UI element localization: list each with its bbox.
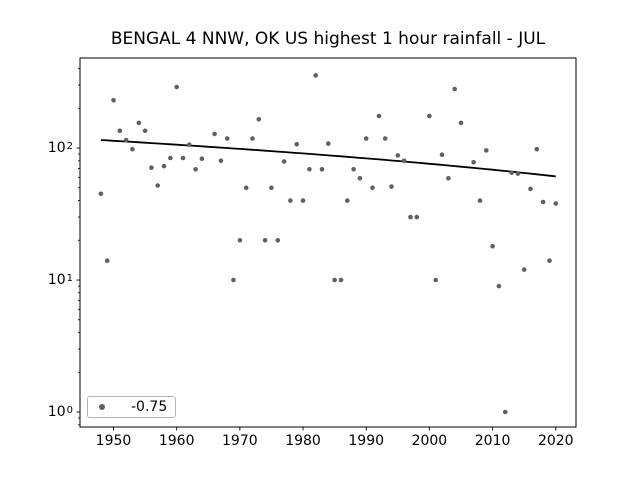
scatter-point <box>345 198 350 203</box>
scatter-point <box>117 128 123 134</box>
x-tick-label: 2000 <box>411 433 448 449</box>
scatter-point <box>104 258 110 264</box>
scatter-point <box>275 238 281 243</box>
scatter-point <box>300 198 306 203</box>
scatter-point <box>357 176 363 181</box>
scatter-point <box>452 86 458 92</box>
x-tick-label: 2020 <box>537 433 574 449</box>
chart-title: BENGAL 4 NNW, OK US highest 1 hour rainf… <box>110 29 546 49</box>
legend: -0.75 <box>87 396 176 418</box>
scatter-point <box>509 170 514 175</box>
x-tick-label: 2010 <box>474 433 511 449</box>
scatter-point <box>484 148 489 153</box>
scatter-point <box>212 131 217 137</box>
scatter-point <box>288 198 293 203</box>
scatter-point <box>243 185 249 191</box>
scatter-point <box>490 244 495 249</box>
scatter-point <box>149 165 154 170</box>
scatter-point <box>458 120 464 126</box>
y-tick-label: 10 2 <box>47 140 73 157</box>
scatter-point <box>294 141 300 147</box>
scatter-point <box>142 128 148 134</box>
scatter-point <box>471 160 476 165</box>
scatter-point <box>326 141 331 146</box>
scatter-point <box>382 136 388 141</box>
scatter-point <box>553 201 559 206</box>
scatter-point <box>237 238 243 243</box>
scatter-point <box>363 136 369 141</box>
scatter-point <box>155 183 160 188</box>
y-tick-label: 10 0 <box>47 404 73 421</box>
scatter-point <box>180 155 186 161</box>
scatter-point <box>496 283 502 289</box>
x-tick-label: 1960 <box>158 433 195 449</box>
trend-line <box>100 139 556 178</box>
scatter-point <box>351 167 356 172</box>
x-tick-label: 1950 <box>95 433 132 449</box>
scatter-point <box>269 185 274 191</box>
y-tick-label: 10 1 <box>47 272 73 289</box>
scatter-point <box>123 137 129 143</box>
scatter-point <box>376 113 382 119</box>
x-tick-label: 1990 <box>348 433 385 449</box>
scatter-point <box>515 171 521 176</box>
scatter-point <box>414 214 420 220</box>
scatter-point <box>389 184 394 189</box>
scatter-point <box>193 167 198 172</box>
x-tick-label: 1980 <box>285 433 321 449</box>
scatter-point <box>534 146 540 152</box>
scatter-point <box>174 84 179 90</box>
scatter-point <box>332 277 337 283</box>
scatter-point <box>307 167 312 172</box>
legend-label: -0.75 <box>131 399 168 415</box>
scatter-point <box>218 158 224 164</box>
scatter-point <box>224 136 230 141</box>
scatter-point <box>168 155 173 161</box>
scatter-point <box>231 277 236 283</box>
scatter-point <box>439 152 445 157</box>
scatter-point <box>256 117 262 122</box>
scatter-point <box>521 267 527 272</box>
scatter-point <box>319 167 325 172</box>
scatter-point <box>477 198 483 203</box>
scatter-point <box>281 159 287 164</box>
scatter-point <box>161 163 167 169</box>
scatter-point <box>395 153 401 158</box>
scatter-point <box>502 409 508 415</box>
scatter-point <box>338 277 344 283</box>
scatter-point <box>401 158 407 164</box>
scatter-point <box>427 113 432 119</box>
scatter-point <box>528 186 533 192</box>
x-tick-label: 1970 <box>222 433 258 449</box>
scatter-point <box>250 136 255 141</box>
scatter-point <box>408 214 413 220</box>
scatter-point <box>370 185 375 191</box>
scatter-point <box>540 199 546 205</box>
scatter-point <box>446 176 451 181</box>
legend-marker-icon <box>99 404 105 410</box>
scatter-point <box>98 191 104 197</box>
scatter-point <box>433 277 439 283</box>
scatter-point <box>199 156 205 161</box>
scatter-point <box>187 142 192 147</box>
scatter-point <box>547 258 552 264</box>
scatter-point <box>130 146 135 152</box>
scatter-point <box>111 98 116 103</box>
scatter-point <box>136 120 142 126</box>
scatter-point <box>313 73 319 78</box>
scatter-point <box>262 238 268 243</box>
axes-spines <box>79 57 577 428</box>
